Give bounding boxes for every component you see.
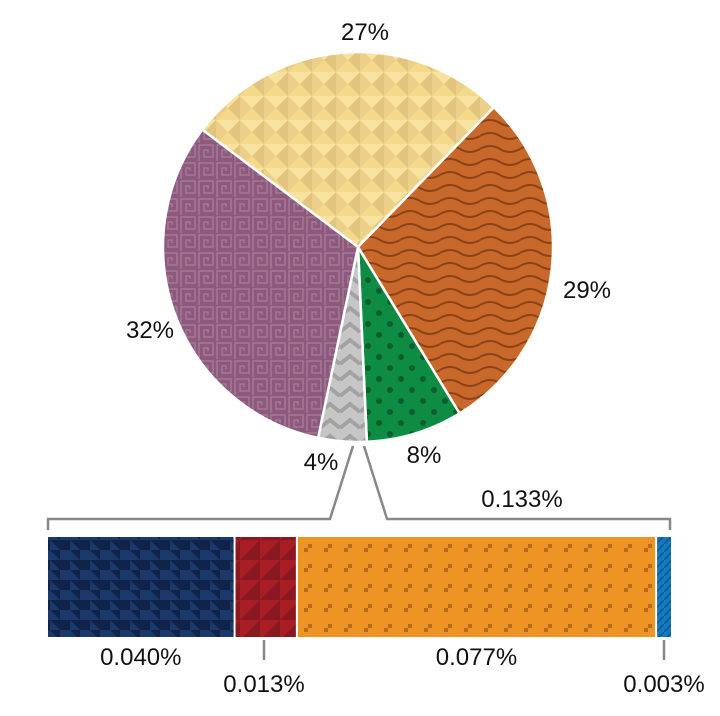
bar-segment-2 [297, 537, 656, 637]
pie-label-27: 27% [341, 19, 389, 46]
bar-segment-3 [657, 537, 671, 637]
pie-slice-8 [356, 246, 462, 444]
pie-slice-32 [161, 127, 360, 440]
pie: 27% 29% 8% 4% 32% [126, 19, 611, 476]
pie-label-4: 4% [304, 449, 339, 476]
bar-label-0: 0.040% [100, 644, 181, 671]
connector-lines [46, 445, 672, 660]
pie-label-8: 8% [407, 442, 442, 469]
bar-label-2: 0.077% [436, 644, 517, 671]
bar-label-3: 0.003% [623, 671, 704, 698]
bar: 0.040% 0.013% 0.077% 0.003% [48, 537, 705, 698]
bar-total-label: 0.133% [481, 486, 562, 513]
pie-label-32: 32% [126, 317, 174, 344]
connector-left [46, 445, 355, 530]
pie-slice-27 [200, 50, 496, 249]
connector-right [362, 445, 672, 530]
pie-slice-29 [356, 105, 555, 416]
bar-segment-0 [48, 537, 234, 637]
bar-segment-1 [235, 537, 296, 637]
pie-label-29: 29% [563, 277, 611, 304]
bar-label-1: 0.013% [223, 671, 304, 698]
